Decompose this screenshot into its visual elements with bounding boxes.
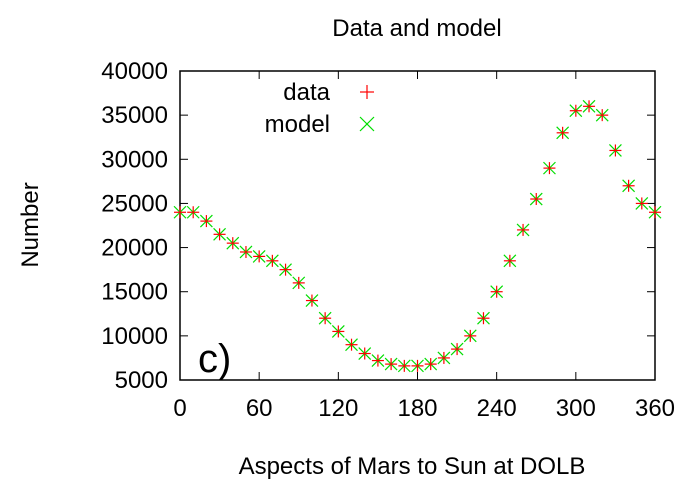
y-tick-label: 25000 [101,190,168,217]
series-data [174,100,661,372]
point-data [253,250,266,263]
point-data [371,354,384,367]
point-data [556,126,569,139]
point-data [319,312,332,325]
x-tick-label: 120 [318,395,358,422]
point-data [292,276,305,289]
plot-frame [179,70,656,381]
panel-label: c) [198,337,231,381]
point-data [583,100,596,113]
point-data [345,338,358,351]
point-data [213,228,226,241]
x-tick-label: 0 [173,395,186,422]
legend-marker-model [359,116,375,132]
x-tick-label: 240 [477,395,517,422]
legend-marker-data [360,85,374,99]
x-axis: 0 60 120 180 240 300 360 [173,71,675,422]
x-tick-label: 300 [556,395,596,422]
x-axis-label: Aspects of Mars to Sun at DOLB [239,453,586,480]
x-tick-label: 180 [397,395,437,422]
y-axis: 5000 10000 15000 20000 25000 30000 35000 40000 [101,58,655,394]
point-data [279,263,292,276]
point-data [451,343,464,356]
point-data [490,285,503,298]
point-data [503,254,516,267]
point-data [424,358,437,371]
y-tick-label: 35000 [101,102,168,129]
y-tick-label: 15000 [101,279,168,306]
point-data [596,109,609,122]
point-data [187,206,200,219]
legend-label-data: data [283,79,330,106]
point-data [517,223,530,236]
point-data [477,312,490,325]
point-data [305,294,318,307]
point-data [437,351,450,364]
point-data [239,245,252,258]
point-data [622,179,635,192]
point-data [530,193,543,206]
point-data [200,215,213,228]
point-data [609,144,622,157]
legend-label-model: model [265,111,330,138]
point-data [226,237,239,250]
y-tick-label: 40000 [101,58,168,85]
point-data [398,359,411,372]
point-data [464,329,477,342]
point-data [411,359,424,372]
point-data [385,358,398,371]
point-data [635,197,648,210]
x-tick-label: 60 [246,395,273,422]
plot-area [179,70,656,381]
point-data [649,206,661,219]
point-data [358,347,371,360]
point-data [543,162,556,175]
point-data [332,325,345,338]
series-model [173,99,662,373]
y-tick-label: 20000 [101,235,168,262]
chart-title: Data and model [332,15,501,42]
y-tick-label: 10000 [101,323,168,350]
y-tick-label: 30000 [101,146,168,173]
legend: data model [265,79,375,138]
y-axis-label: Number [17,182,44,267]
point-data [266,254,279,267]
x-tick-label: 360 [635,395,675,422]
point-data [569,104,582,117]
series-layer [173,99,662,373]
point-data [174,206,186,219]
y-tick-label: 5000 [115,367,168,394]
